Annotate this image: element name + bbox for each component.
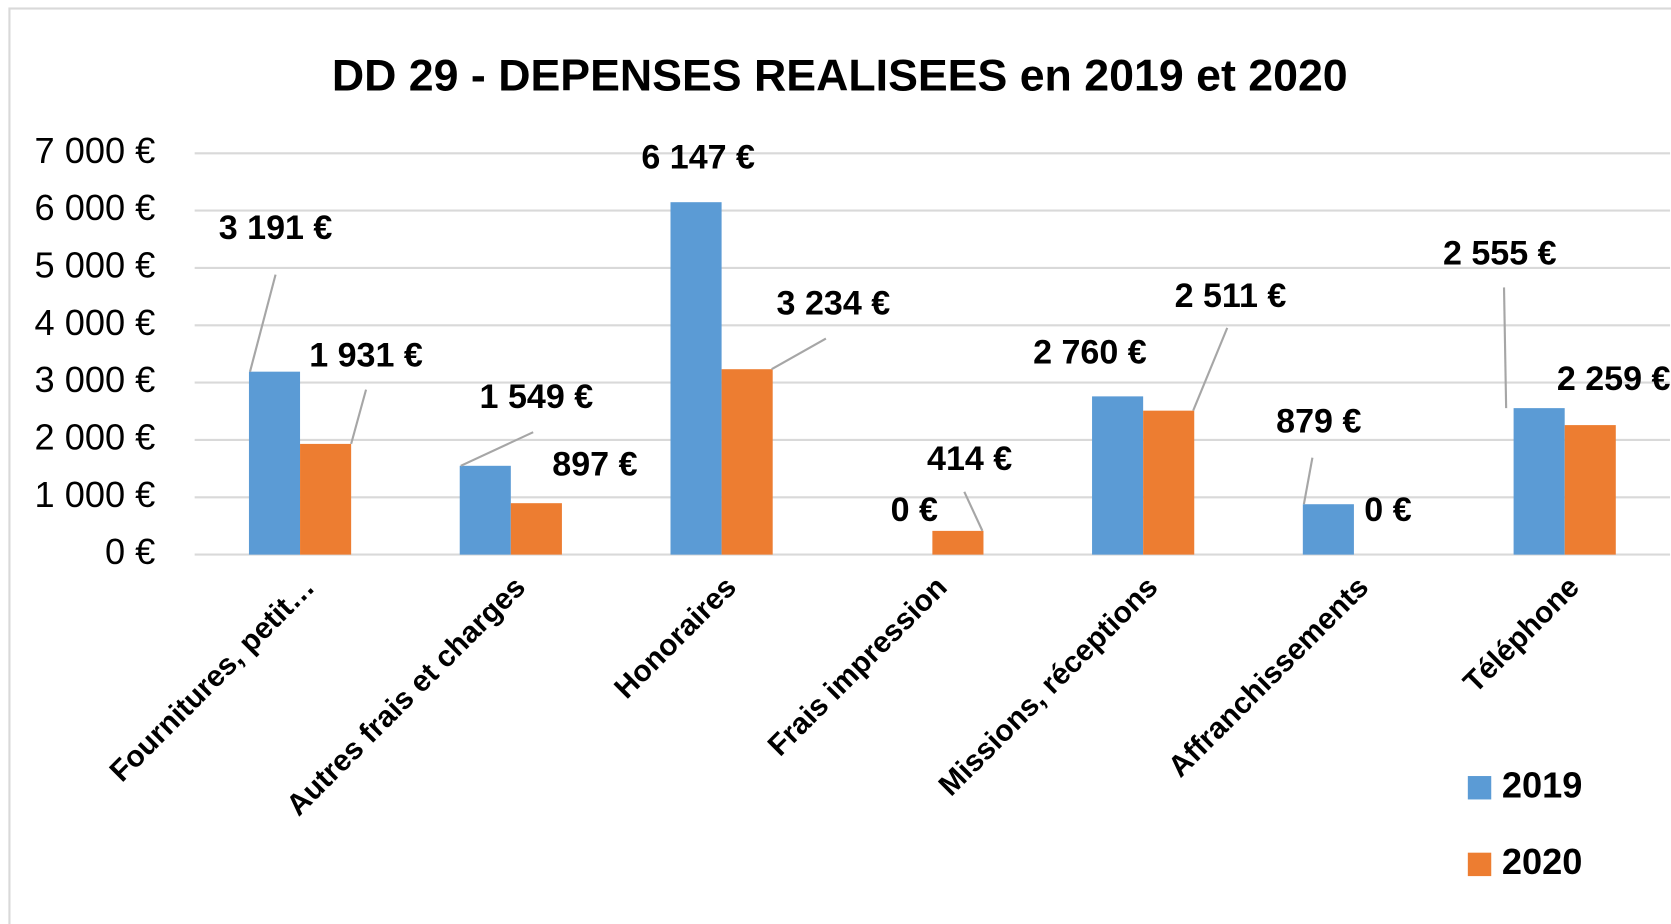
bar [932, 530, 984, 555]
bar [510, 503, 562, 555]
legend-swatch [1467, 776, 1492, 800]
data-label: 2 760 € [1033, 333, 1147, 371]
x-tick-label: Missions, réceptions [933, 571, 1165, 803]
x-tick-label: Affranchissements [1162, 571, 1375, 784]
data-label: 3 191 € [219, 209, 333, 247]
y-tick-label: 4 000 € [35, 302, 156, 343]
x-tick-label: Honoraires [608, 571, 743, 706]
legend-swatch [1467, 852, 1492, 877]
y-tick-label: 7 000 € [35, 130, 156, 171]
chart-title: DD 29 - DEPENSES REALISEES en 2019 et 20… [332, 52, 1348, 101]
bar [670, 202, 722, 555]
leader-line [350, 389, 368, 445]
bar [721, 369, 773, 555]
y-tick-label: 1 000 € [35, 474, 156, 515]
leader-line [248, 274, 277, 372]
bar [1564, 425, 1616, 555]
leader-line [771, 337, 827, 371]
legend-label: 2019 [1502, 764, 1583, 805]
x-tick-label: Frais impression [762, 571, 954, 763]
data-label: 0 € [1364, 491, 1411, 529]
bar [300, 443, 352, 555]
bar [248, 371, 301, 555]
x-tick-label: Fournitures, petit… [104, 571, 322, 789]
leader-line [1302, 457, 1314, 505]
data-label: 2 259 € [1557, 360, 1671, 398]
data-label: 897 € [552, 445, 637, 483]
data-label: 2 555 € [1443, 234, 1557, 272]
data-label: 6 147 € [641, 139, 755, 177]
data-label: 1 931 € [309, 337, 423, 375]
x-tick-label: Autres frais et charges [280, 571, 532, 823]
data-label: 1 549 € [480, 378, 594, 416]
y-tick-label: 3 000 € [35, 359, 156, 400]
y-tick-label: 0 € [105, 531, 155, 572]
bar [1092, 396, 1144, 555]
bar [1302, 504, 1354, 555]
leader-line [1502, 287, 1508, 409]
data-label: 879 € [1276, 403, 1361, 441]
data-label: 0 € [891, 491, 938, 529]
legend-label: 2020 [1502, 841, 1583, 882]
y-tick-label: 6 000 € [35, 187, 156, 228]
leader-line [963, 491, 984, 532]
x-tick-label: Téléphone [1457, 571, 1586, 700]
y-tick-label: 5 000 € [35, 245, 156, 286]
bar [1143, 410, 1195, 555]
data-label: 3 234 € [777, 285, 891, 323]
data-label: 414 € [927, 440, 1012, 478]
leader-line [1192, 327, 1229, 412]
leader-line [460, 431, 534, 467]
data-label: 2 511 € [1175, 277, 1287, 315]
bar [459, 465, 511, 555]
y-tick-label: 2 000 € [35, 417, 156, 458]
bar [1513, 408, 1565, 555]
chart-frame [8, 7, 1671, 924]
